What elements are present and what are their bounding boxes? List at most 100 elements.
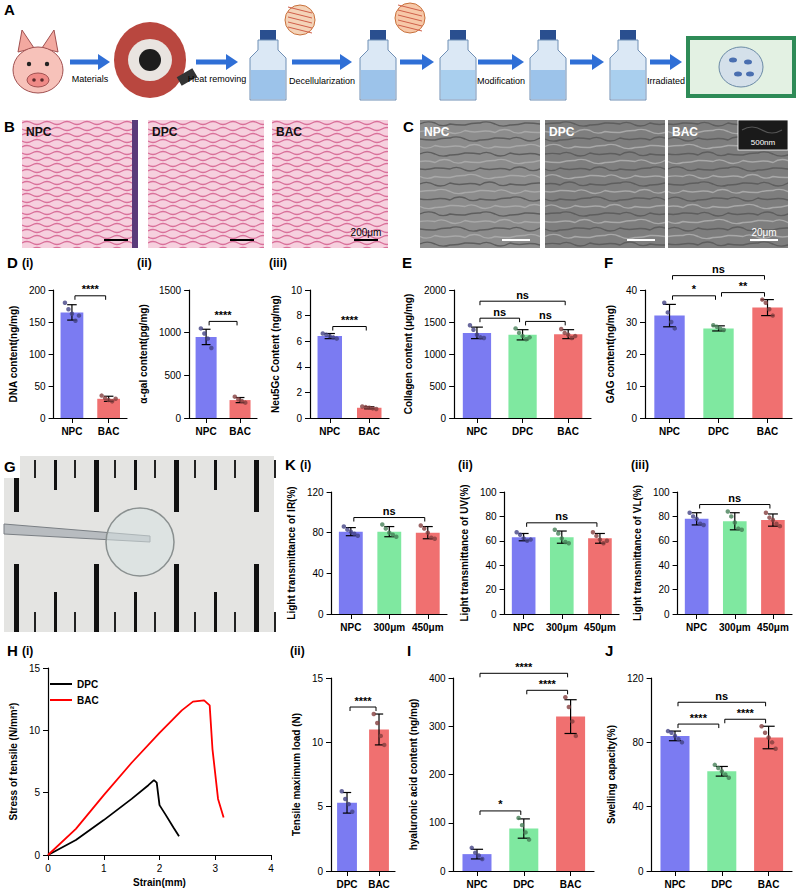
svg-text:300μm: 300μm <box>373 622 405 633</box>
svg-text:20: 20 <box>626 349 638 360</box>
svg-text:20: 20 <box>658 584 670 595</box>
svg-text:Irradiated: Irradiated <box>647 76 685 86</box>
svg-text:NPC: NPC <box>664 879 685 890</box>
svg-text:10: 10 <box>291 285 303 296</box>
svg-text:(ii): (ii) <box>290 644 305 658</box>
svg-text:NPC: NPC <box>513 622 534 633</box>
svg-text:15: 15 <box>29 663 41 674</box>
svg-text:0: 0 <box>318 609 324 620</box>
svg-text:J: J <box>605 642 613 659</box>
svg-text:E: E <box>402 254 412 271</box>
svg-text:Heat removing: Heat removing <box>188 74 247 84</box>
svg-text:3: 3 <box>212 863 218 874</box>
svg-text:****: **** <box>215 309 233 321</box>
svg-text:DPC: DPC <box>152 125 178 139</box>
svg-text:DPC: DPC <box>77 679 98 690</box>
svg-text:****: **** <box>82 283 100 295</box>
svg-text:NPC: NPC <box>26 125 52 139</box>
svg-text:NPC: NPC <box>196 426 217 437</box>
svg-text:Decellularization: Decellularization <box>289 76 355 86</box>
svg-text:8: 8 <box>296 310 302 321</box>
svg-text:G: G <box>4 458 16 475</box>
svg-text:**: ** <box>739 280 748 292</box>
svg-text:NPC: NPC <box>340 622 361 633</box>
svg-text:30: 30 <box>626 317 638 328</box>
svg-text:300μm: 300μm <box>546 622 578 633</box>
svg-text:100: 100 <box>29 349 46 360</box>
svg-text:(i): (i) <box>300 458 311 472</box>
svg-text:DPC: DPC <box>513 879 534 890</box>
svg-text:20: 20 <box>485 584 497 595</box>
svg-text:NPC: NPC <box>466 426 487 437</box>
svg-text:4: 4 <box>268 863 274 874</box>
svg-text:DNA content(ng/mg): DNA content(ng/mg) <box>8 306 19 403</box>
svg-text:80: 80 <box>632 737 644 748</box>
svg-text:Light transmittance of VL(%): Light transmittance of VL(%) <box>632 485 643 621</box>
svg-text:Light transmittance of IR(%): Light transmittance of IR(%) <box>286 486 297 619</box>
svg-text:NPC: NPC <box>319 426 340 437</box>
svg-text:F: F <box>604 254 613 271</box>
svg-text:****: **** <box>341 314 359 326</box>
svg-text:BAC: BAC <box>757 426 779 437</box>
svg-text:0: 0 <box>638 866 644 877</box>
svg-text:BAC: BAC <box>276 125 302 139</box>
svg-text:100: 100 <box>429 817 446 828</box>
svg-text:0: 0 <box>441 413 447 424</box>
svg-text:****: **** <box>690 712 708 724</box>
svg-text:200μm: 200μm <box>351 227 382 238</box>
svg-text:DPC: DPC <box>711 879 732 890</box>
svg-text:40: 40 <box>658 560 670 571</box>
svg-text:Tensile maximum load (N): Tensile maximum load (N) <box>291 713 302 836</box>
svg-text:0: 0 <box>631 413 637 424</box>
svg-text:ns: ns <box>555 510 568 522</box>
svg-text:K: K <box>285 456 296 473</box>
svg-text:450μm: 450μm <box>412 622 444 633</box>
svg-text:10: 10 <box>312 737 324 748</box>
svg-text:****: **** <box>539 678 557 690</box>
svg-text:120: 120 <box>307 487 324 498</box>
svg-text:4: 4 <box>296 361 302 372</box>
svg-text:ns: ns <box>728 492 741 504</box>
svg-text:0: 0 <box>664 609 670 620</box>
svg-text:C: C <box>403 118 414 135</box>
svg-text:200: 200 <box>29 285 46 296</box>
svg-text:400: 400 <box>429 673 446 684</box>
svg-text:0: 0 <box>491 609 497 620</box>
svg-text:300μm: 300μm <box>719 622 751 633</box>
svg-text:0: 0 <box>296 413 302 424</box>
svg-text:A: A <box>4 1 15 18</box>
svg-text:ns: ns <box>383 505 396 517</box>
svg-text:DPC: DPC <box>549 125 575 139</box>
svg-text:300: 300 <box>429 721 446 732</box>
svg-text:0: 0 <box>40 413 46 424</box>
svg-text:450μm: 450μm <box>584 622 616 633</box>
svg-text:80: 80 <box>485 511 497 522</box>
svg-text:100: 100 <box>653 487 670 498</box>
svg-text:2: 2 <box>296 387 302 398</box>
svg-text:(ii): (ii) <box>137 256 152 270</box>
svg-text:(i): (i) <box>22 644 33 658</box>
svg-text:BAC: BAC <box>560 879 582 890</box>
svg-text:5: 5 <box>317 801 323 812</box>
svg-text:500: 500 <box>429 381 446 392</box>
svg-text:60: 60 <box>485 535 497 546</box>
svg-text:****: **** <box>354 695 372 707</box>
svg-text:450μm: 450μm <box>757 622 789 633</box>
svg-text:1: 1 <box>101 863 107 874</box>
svg-text:Materials: Materials <box>72 74 109 84</box>
svg-text:H: H <box>7 642 18 659</box>
svg-text:80: 80 <box>658 511 670 522</box>
svg-text:Strain(mm): Strain(mm) <box>133 877 186 888</box>
svg-text:D: D <box>7 254 18 271</box>
svg-text:0: 0 <box>176 413 182 424</box>
svg-text:(iii): (iii) <box>631 458 649 472</box>
svg-text:2: 2 <box>157 863 163 874</box>
svg-text:BAC: BAC <box>98 426 120 437</box>
svg-text:ns: ns <box>715 690 728 702</box>
svg-text:0: 0 <box>34 850 40 861</box>
svg-text:50: 50 <box>34 381 46 392</box>
svg-text:ns: ns <box>516 289 529 301</box>
svg-text:ns: ns <box>493 306 506 318</box>
svg-text:10: 10 <box>626 381 638 392</box>
svg-text:*: * <box>692 283 697 295</box>
